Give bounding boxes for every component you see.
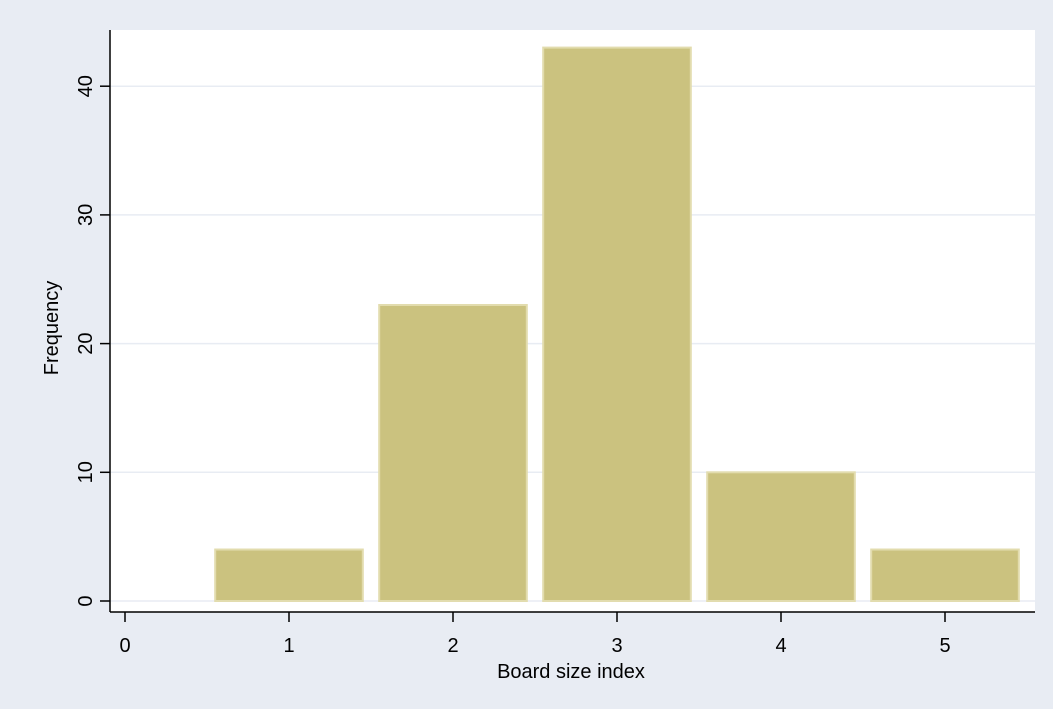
y-axis-title: Frequency (41, 281, 63, 376)
bar-2 (378, 303, 528, 602)
y-tick-label-20: 20 (75, 332, 97, 354)
y-tick-label-40: 40 (75, 75, 97, 97)
y-tick-label-0: 0 (75, 595, 97, 606)
x-tick-label-0: 0 (119, 635, 130, 657)
y-tick-label-10: 10 (75, 461, 97, 483)
bar-3 (542, 46, 692, 602)
x-tick-label-3: 3 (611, 635, 622, 657)
bar-4 (706, 471, 856, 602)
bar-1 (214, 548, 364, 603)
x-tick-label-5: 5 (939, 635, 950, 657)
axes (109, 30, 1035, 613)
x-tick-label-1: 1 (283, 635, 294, 657)
x-axis-title: Board size index (497, 661, 645, 683)
x-tick-label-2: 2 (447, 635, 458, 657)
x-tick-label-4: 4 (775, 635, 786, 657)
bar-5 (870, 548, 1020, 603)
bars (214, 46, 1020, 603)
y-tick-label-30: 30 (75, 204, 97, 226)
ticks: 0 10 20 30 40 0 1 2 3 4 5 (75, 75, 951, 657)
